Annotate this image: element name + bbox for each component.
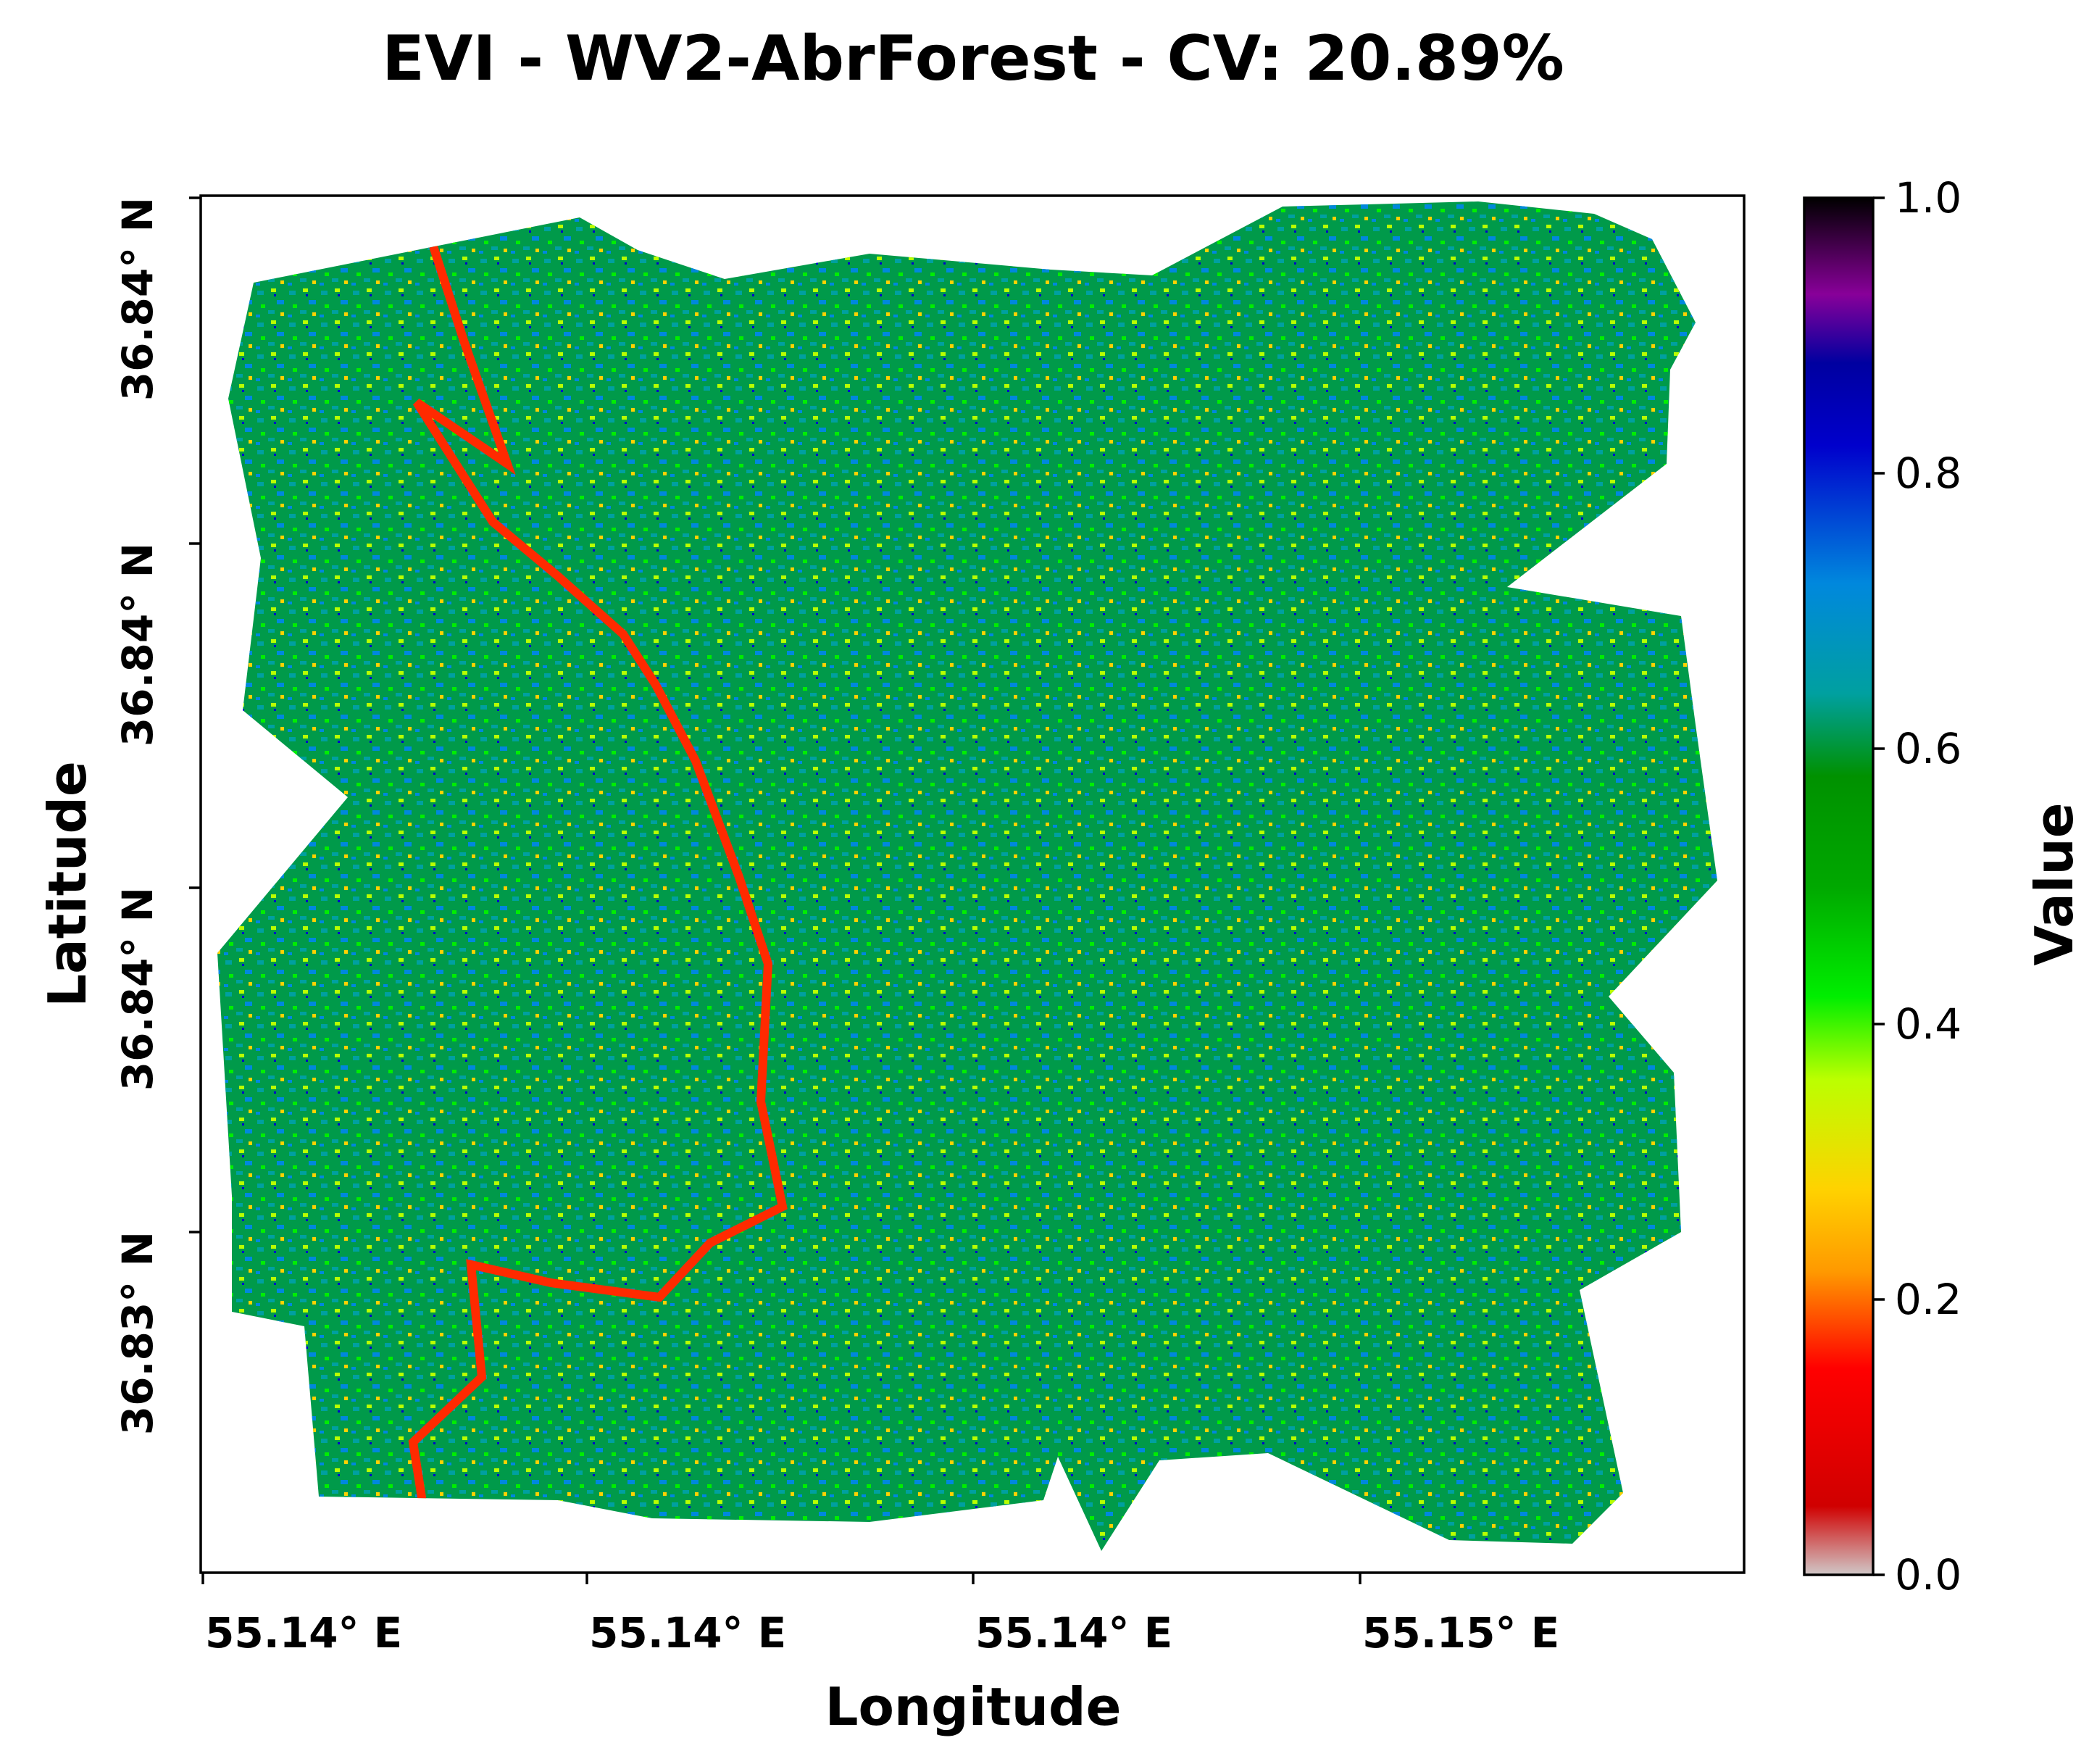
colorbar-tick-label: 0.4 <box>1895 999 1961 1049</box>
colorbar-tick-label: 0.6 <box>1895 724 1961 773</box>
x-axis-label: Longitude <box>825 1676 1122 1737</box>
colorbar-tick-label: 0.2 <box>1895 1275 1961 1324</box>
colorbar-ticks: 0.0 0.2 0.4 0.6 0.8 1.0 <box>1873 173 1961 1599</box>
river-channel <box>408 245 788 1512</box>
colorbar <box>1803 196 1875 1576</box>
colorbar-tick-label: 0.8 <box>1895 449 1961 498</box>
colorbar-tick-label: 1.0 <box>1895 173 1961 222</box>
y-tick-marks <box>189 196 201 1233</box>
y-axis-label: Latitude <box>37 761 98 1007</box>
x-tick-marks <box>201 1573 1362 1584</box>
raster-layer <box>217 201 1717 1551</box>
x-tick-label: 55.14° E <box>589 1608 786 1657</box>
colorbar-tick-label: 0.0 <box>1895 1550 1961 1599</box>
y-tick-label: 36.84° N <box>113 197 162 401</box>
x-tick-label: 55.14° E <box>205 1608 402 1657</box>
y-tick-label: 36.84° N <box>113 887 162 1091</box>
colorbar-label: Value <box>2024 802 2085 965</box>
x-tick-label: 55.15° E <box>1362 1608 1559 1657</box>
y-tick-label: 36.83° N <box>113 1231 162 1435</box>
y-tick-label: 36.84° N <box>113 543 162 746</box>
x-tick-label: 55.14° E <box>975 1608 1172 1657</box>
chart-title: EVI - WV2-AbrForest - CV: 20.89% <box>382 22 1564 95</box>
